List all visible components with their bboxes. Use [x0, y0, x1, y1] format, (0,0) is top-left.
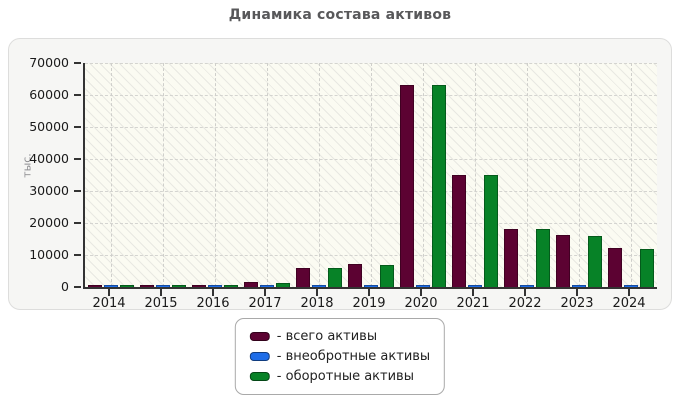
- x-tick-mark: [472, 289, 474, 296]
- chart-title: Динамика состава активов: [228, 7, 452, 23]
- bar-всего-активы-2015: [140, 285, 154, 287]
- bar-внеобротные-активы-2021: [468, 285, 482, 287]
- x-tick-label: 2020: [404, 296, 438, 311]
- y-tick-mark: [74, 126, 81, 128]
- y-tick-label: 40000: [29, 151, 69, 166]
- x-tick-label: 2018: [300, 296, 334, 311]
- x-tick-mark: [524, 289, 526, 296]
- bar-всего-активы-2021: [452, 175, 466, 287]
- bar-оборотные-активы-2023: [588, 236, 602, 287]
- legend-swatch-1: [249, 351, 270, 361]
- legend-label-0: - всего активы: [276, 328, 378, 344]
- y-tick-label: 0: [61, 279, 69, 294]
- x-tick-label: 2016: [196, 296, 230, 311]
- chart-panel: тыс. 0 10000 20000 30000 40000 50000 60000 7000…: [8, 38, 672, 311]
- x-tick-mark: [264, 289, 266, 296]
- bar-оборотные-активы-2021: [484, 175, 498, 287]
- v-gridline: [371, 63, 372, 287]
- legend-item-2: - оборотные активы: [249, 366, 430, 386]
- x-tick-label: 2024: [612, 296, 646, 311]
- y-tick-label: 20000: [29, 215, 69, 230]
- x-tick-mark: [316, 289, 318, 296]
- y-tick-label: 50000: [29, 119, 69, 134]
- v-gridline: [163, 63, 164, 287]
- bar-внеобротные-активы-2015: [156, 285, 170, 287]
- x-tick-label: 2019: [352, 296, 386, 311]
- bar-внеобротные-активы-2017: [260, 285, 274, 287]
- bar-всего-активы-2018: [296, 268, 310, 287]
- x-tick-mark: [420, 289, 422, 296]
- plot-area: [83, 63, 657, 289]
- bar-внеобротные-активы-2019: [364, 285, 378, 287]
- y-tick-mark: [74, 222, 81, 224]
- bar-оборотные-активы-2014: [120, 285, 134, 287]
- bar-внеобротные-активы-2014: [104, 285, 118, 287]
- v-gridline: [267, 63, 268, 287]
- y-tick-label: 10000: [29, 247, 69, 262]
- y-tick-mark: [74, 254, 81, 256]
- bar-всего-активы-2016: [192, 285, 206, 287]
- v-gridline: [527, 63, 528, 287]
- y-tick-label: 60000: [29, 87, 69, 102]
- y-tick-label: 30000: [29, 183, 69, 198]
- y-tick-mark: [74, 286, 81, 288]
- y-tick-mark: [74, 62, 81, 64]
- y-tick-mark: [74, 190, 81, 192]
- bar-всего-активы-2023: [556, 235, 570, 287]
- bar-оборотные-активы-2022: [536, 229, 550, 287]
- x-tick-label: 2022: [508, 296, 542, 311]
- x-tick-label: 2014: [92, 296, 126, 311]
- bar-оборотные-активы-2016: [224, 285, 238, 287]
- bar-всего-активы-2017: [244, 282, 258, 287]
- x-tick-label: 2017: [248, 296, 282, 311]
- legend-label-1: - внеобротные активы: [276, 348, 431, 364]
- bar-всего-активы-2024: [608, 248, 622, 287]
- bar-оборотные-активы-2018: [328, 268, 342, 287]
- x-tick-mark: [628, 289, 630, 296]
- bar-всего-активы-2014: [88, 285, 102, 287]
- legend-swatch-0: [249, 331, 270, 341]
- bar-оборотные-активы-2024: [640, 249, 654, 287]
- legend-swatch-2: [249, 371, 270, 381]
- y-tick-mark: [74, 158, 81, 160]
- v-gridline: [475, 63, 476, 287]
- legend-item-0: - всего активы: [249, 326, 430, 346]
- v-gridline: [111, 63, 112, 287]
- x-tick-mark: [368, 289, 370, 296]
- y-tick-label: 70000: [29, 55, 69, 70]
- bar-оборотные-активы-2015: [172, 285, 186, 287]
- bar-всего-активы-2022: [504, 229, 518, 287]
- bar-внеобротные-активы-2022: [520, 285, 534, 287]
- x-tick-mark: [160, 289, 162, 296]
- bar-внеобротные-активы-2018: [312, 285, 326, 287]
- bar-оборотные-активы-2017: [276, 283, 290, 287]
- x-tick-mark: [108, 289, 110, 296]
- bar-оборотные-активы-2019: [380, 265, 394, 287]
- bar-оборотные-активы-2020: [432, 85, 446, 287]
- x-tick-label: 2015: [144, 296, 178, 311]
- v-gridline: [423, 63, 424, 287]
- bar-всего-активы-2020: [400, 85, 414, 287]
- x-tick-label: 2023: [560, 296, 594, 311]
- x-tick-label: 2021: [456, 296, 490, 311]
- bar-внеобротные-активы-2016: [208, 285, 222, 287]
- v-gridline: [631, 63, 632, 287]
- v-gridline: [579, 63, 580, 287]
- legend-box: - всего активы - внеобротные активы - обор…: [234, 318, 446, 395]
- legend-label-2: - оборотные активы: [276, 368, 414, 384]
- x-tick-mark: [576, 289, 578, 296]
- bar-внеобротные-активы-2023: [572, 285, 586, 287]
- bar-внеобротные-активы-2024: [624, 285, 638, 287]
- bar-всего-активы-2019: [348, 264, 362, 287]
- y-tick-mark: [74, 94, 81, 96]
- v-gridline: [215, 63, 216, 287]
- x-tick-mark: [212, 289, 214, 296]
- v-gridline: [319, 63, 320, 287]
- bar-внеобротные-активы-2020: [416, 285, 430, 287]
- legend-item-1: - внеобротные активы: [249, 346, 431, 366]
